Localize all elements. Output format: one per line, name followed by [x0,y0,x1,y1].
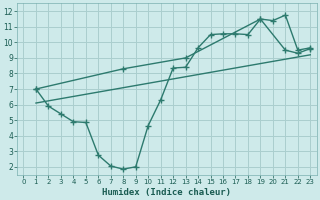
X-axis label: Humidex (Indice chaleur): Humidex (Indice chaleur) [102,188,231,197]
